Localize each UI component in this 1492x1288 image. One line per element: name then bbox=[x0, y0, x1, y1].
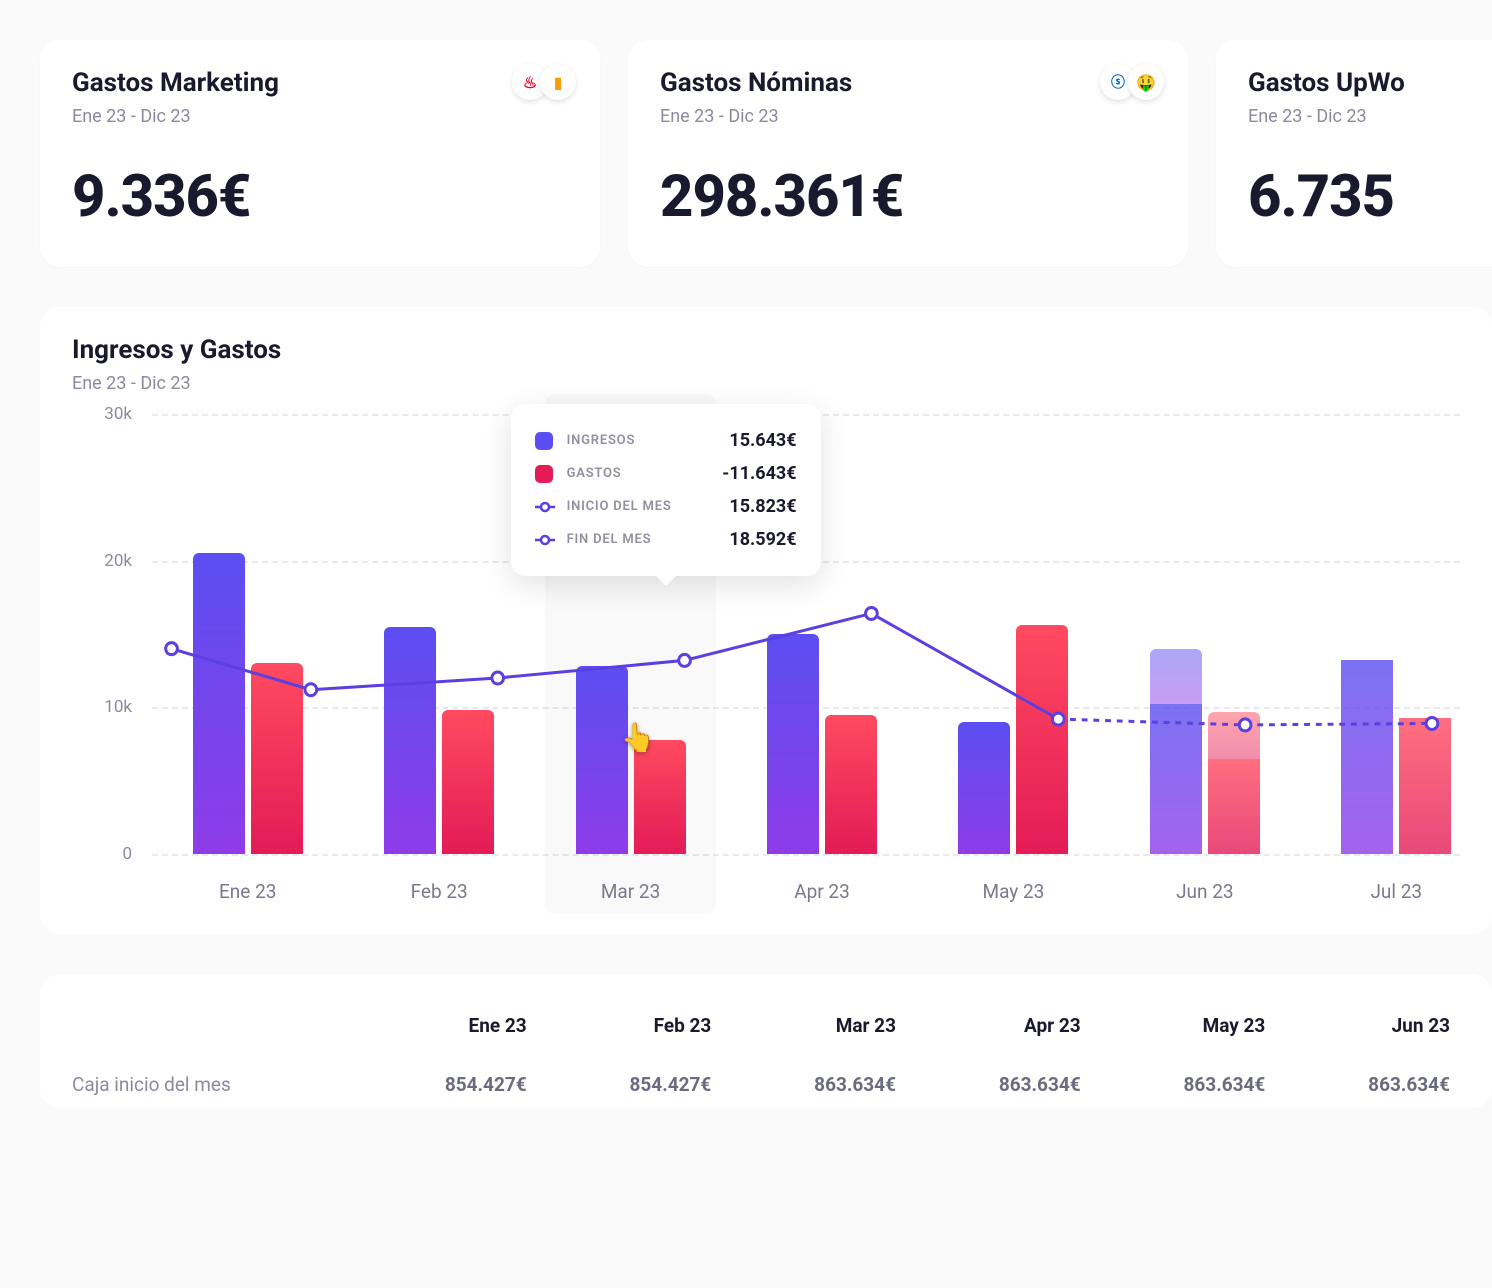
chart-area[interactable]: 010k20k30k Ene 23Feb 23Mar 23Apr 23May 2… bbox=[72, 414, 1460, 914]
gastos-bar[interactable] bbox=[1016, 625, 1068, 854]
table-cell: 854.427€ bbox=[537, 1049, 722, 1108]
y-tick-label: 0 bbox=[122, 844, 132, 864]
table-header-blank bbox=[72, 1002, 352, 1049]
x-tick-label: Feb 23 bbox=[411, 880, 468, 903]
cash-table-panel: Ene 23Feb 23Mar 23Apr 23May 23Jun 23 Caja… bbox=[40, 974, 1492, 1108]
tooltip-value: 15.643€ bbox=[729, 430, 796, 451]
month-bar-group[interactable] bbox=[576, 666, 686, 854]
table-column-header[interactable]: May 23 bbox=[1091, 1002, 1276, 1049]
tooltip-label: INGRESOS bbox=[567, 433, 730, 448]
x-tick-label: Mar 23 bbox=[601, 880, 660, 903]
y-tick-label: 20k bbox=[104, 551, 132, 571]
table-cell: 863.634€ bbox=[1275, 1049, 1460, 1108]
table-column-header[interactable]: Mar 23 bbox=[721, 1002, 906, 1049]
ingresos-bar[interactable] bbox=[958, 722, 1010, 854]
card-period: Ene 23 - Dic 23 bbox=[660, 106, 1156, 127]
ingresos-bar[interactable] bbox=[1341, 660, 1393, 854]
tooltip-row: INGRESOS15.643€ bbox=[535, 424, 797, 457]
legend-line-icon bbox=[535, 500, 555, 514]
money-face-icon: 🤑 bbox=[1128, 64, 1164, 100]
month-bar-group[interactable] bbox=[958, 625, 1068, 854]
card-value: 298.361€ bbox=[660, 163, 1156, 231]
x-tick-label: Apr 23 bbox=[794, 880, 850, 903]
gridline bbox=[152, 854, 1460, 856]
ingresos-bar[interactable] bbox=[576, 666, 628, 854]
table-column-header[interactable]: Ene 23 bbox=[352, 1002, 537, 1049]
gastos-bar[interactable] bbox=[251, 663, 303, 854]
card-period: Ene 23 - Dic 23 bbox=[72, 106, 568, 127]
y-tick-label: 30k bbox=[104, 404, 132, 424]
table-column-header[interactable]: Apr 23 bbox=[906, 1002, 1091, 1049]
chart-period: Ene 23 - Dic 23 bbox=[72, 373, 1460, 394]
table-cell: 854.427€ bbox=[352, 1049, 537, 1108]
tooltip-row: INICIO DEL MES15.823€ bbox=[535, 490, 797, 523]
tooltip-value: -11.643€ bbox=[722, 463, 796, 484]
card-value: 9.336€ bbox=[72, 163, 568, 231]
summary-card[interactable]: Gastos Marketing Ene 23 - Dic 23 9.336€ ♨▮ bbox=[40, 40, 600, 267]
income-expense-chart-panel: Ingresos y Gastos Ene 23 - Dic 23 0 10k 20… bbox=[40, 307, 1492, 934]
summary-cards-row: Gastos MarketingEne 23 - Dic 239.336€♨▮G… bbox=[40, 40, 1492, 267]
table-row-label: Caja inicio del mes bbox=[72, 1049, 352, 1108]
legend-swatch-icon bbox=[535, 465, 553, 483]
card-badges: ⓢ🤑 bbox=[1108, 64, 1164, 100]
tooltip-row: FIN DEL MES18.592€ bbox=[535, 523, 797, 556]
x-tick-label: Jun 23 bbox=[1176, 880, 1234, 903]
month-bar-group[interactable] bbox=[767, 634, 877, 854]
tooltip-value: 18.592€ bbox=[729, 529, 796, 550]
month-bar-group[interactable] bbox=[1341, 660, 1451, 854]
table-column-header[interactable]: Feb 23 bbox=[537, 1002, 722, 1049]
x-tick-label: Jul 23 bbox=[1370, 880, 1422, 903]
table-cell: 863.634€ bbox=[721, 1049, 906, 1108]
ingresos-bar[interactable] bbox=[767, 634, 819, 854]
chart-tooltip: INGRESOS15.643€GASTOS-11.643€INICIO DEL … bbox=[511, 404, 821, 576]
month-bar-group[interactable] bbox=[1150, 649, 1260, 854]
month-bar-group[interactable] bbox=[193, 553, 303, 854]
table-column-header[interactable]: Jun 23 bbox=[1275, 1002, 1460, 1049]
x-tick-label: Ene 23 bbox=[219, 880, 276, 903]
tooltip-value: 15.823€ bbox=[729, 496, 796, 517]
table-cell: 863.634€ bbox=[1091, 1049, 1276, 1108]
month-bar-group[interactable] bbox=[384, 627, 494, 854]
card-title: Gastos Nóminas bbox=[660, 68, 1156, 98]
gastos-bar[interactable] bbox=[825, 715, 877, 854]
chart-y-axis: 010k20k30k bbox=[72, 414, 142, 854]
orange-block-icon: ▮ bbox=[540, 64, 576, 100]
y-tick-label: 10k bbox=[104, 697, 132, 717]
pointer-cursor-icon: 👆 bbox=[621, 721, 656, 754]
tooltip-label: INICIO DEL MES bbox=[567, 499, 730, 514]
tooltip-row: GASTOS-11.643€ bbox=[535, 457, 797, 490]
gastos-bar[interactable] bbox=[1399, 718, 1451, 854]
chart-title: Ingresos y Gastos bbox=[72, 335, 1460, 365]
cash-table: Ene 23Feb 23Mar 23Apr 23May 23Jun 23 Caja… bbox=[72, 1002, 1460, 1108]
gastos-bar[interactable] bbox=[1208, 712, 1260, 854]
ingresos-bar[interactable] bbox=[384, 627, 436, 854]
card-value: 6.735 bbox=[1248, 163, 1484, 231]
table-cell: 863.634€ bbox=[906, 1049, 1091, 1108]
chart-x-axis: Ene 23 Feb 23 Mar 23 Apr 23 May 23 Jun 23 Jul … bbox=[152, 864, 1460, 914]
card-title: Gastos Marketing bbox=[72, 68, 568, 98]
gastos-bar[interactable] bbox=[442, 710, 494, 854]
card-period: Ene 23 - Dic 23 bbox=[1248, 106, 1484, 127]
ingresos-bar[interactable] bbox=[193, 553, 245, 854]
card-title: Gastos UpWo bbox=[1248, 68, 1484, 98]
card-badges: ♨▮ bbox=[520, 64, 576, 100]
x-tick-label: May 23 bbox=[983, 880, 1045, 903]
ingresos-bar[interactable] bbox=[1150, 649, 1202, 854]
tooltip-label: FIN DEL MES bbox=[567, 532, 730, 547]
gastos-bar[interactable] bbox=[634, 740, 686, 854]
legend-line-icon bbox=[535, 533, 555, 547]
tooltip-label: GASTOS bbox=[567, 466, 723, 481]
summary-card[interactable]: Gastos UpWo Ene 23 - Dic 23 6.735 bbox=[1216, 40, 1492, 267]
summary-card[interactable]: Gastos Nóminas Ene 23 - Dic 23 298.361€ ⓢ🤑 bbox=[628, 40, 1188, 267]
legend-swatch-icon bbox=[535, 432, 553, 450]
